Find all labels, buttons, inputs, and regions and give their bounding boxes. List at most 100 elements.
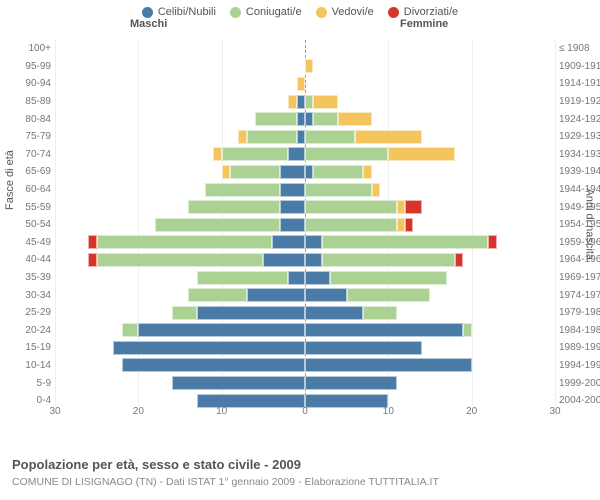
female-bar (305, 253, 463, 267)
birth-year-label: 1924-1928 (559, 114, 600, 125)
bar-segment (97, 235, 272, 249)
bar-pair (55, 165, 555, 179)
bar-pair (55, 358, 555, 372)
female-bar (305, 130, 422, 144)
male-bar (205, 183, 305, 197)
female-bar (305, 271, 447, 285)
bar-pair (55, 95, 555, 109)
male-bar (222, 165, 305, 179)
bar-pair (55, 77, 555, 91)
bar-segment (247, 288, 305, 302)
bar-segment (155, 218, 280, 232)
bar-segment (305, 95, 313, 109)
birth-year-label: 1929-1933 (559, 131, 600, 142)
birth-year-label: 1974-1978 (559, 290, 600, 301)
female-bar (305, 218, 413, 232)
age-label: 10-14 (15, 360, 51, 371)
bar-segment (197, 271, 289, 285)
bar-segment (388, 147, 455, 161)
female-bar (305, 358, 472, 372)
male-bar (88, 235, 305, 249)
age-label: 15-19 (15, 342, 51, 353)
bar-segment (280, 183, 305, 197)
age-label: 75-79 (15, 131, 51, 142)
x-tick-label: 20 (466, 406, 477, 417)
age-row: 75-791929-1933 (55, 128, 555, 146)
bar-segment (305, 306, 363, 320)
birth-year-label: 1994-1998 (559, 360, 600, 371)
bar-segment (247, 130, 297, 144)
age-label: 5-9 (15, 378, 51, 389)
birth-year-label: 1969-1973 (559, 272, 600, 283)
age-label: 55-59 (15, 202, 51, 213)
bar-segment (230, 165, 280, 179)
legend: Celibi/Nubili Coniugati/e Vedovi/e Divorzia… (0, 0, 600, 18)
legend-swatch (388, 7, 399, 18)
bar-pair (55, 376, 555, 390)
age-row: 30-341974-1978 (55, 286, 555, 304)
bar-segment (305, 235, 322, 249)
bar-pair (55, 323, 555, 337)
age-row: 25-291979-1983 (55, 304, 555, 322)
bar-segment (122, 358, 305, 372)
male-bar (172, 306, 305, 320)
bar-segment (288, 147, 305, 161)
female-column-header: Femmine (400, 18, 448, 30)
legend-label: Celibi/Nubili (158, 6, 216, 18)
male-bar (122, 323, 305, 337)
birth-year-label: 1949-1953 (559, 202, 600, 213)
age-label: 35-39 (15, 272, 51, 283)
bar-segment (322, 253, 455, 267)
legend-item: Coniugati/e (230, 6, 302, 18)
bar-rows-container: 100+≤ 190895-991909-191390-941914-191885… (55, 40, 555, 409)
bar-segment (272, 235, 305, 249)
female-bar (305, 147, 455, 161)
bar-segment (330, 271, 447, 285)
male-column-header: Maschi (130, 18, 167, 30)
female-bar (305, 200, 422, 214)
bar-segment (305, 200, 397, 214)
male-bar (197, 271, 305, 285)
bar-segment (222, 165, 230, 179)
bar-segment (305, 165, 313, 179)
bar-segment (113, 341, 305, 355)
age-label: 85-89 (15, 96, 51, 107)
male-bar (188, 288, 305, 302)
age-row: 100+≤ 1908 (55, 40, 555, 58)
male-bar (238, 130, 305, 144)
female-bar (305, 288, 430, 302)
bar-segment (305, 112, 313, 126)
bar-segment (305, 288, 347, 302)
bar-segment (363, 306, 396, 320)
chart-title: Popolazione per età, sesso e stato civil… (12, 457, 301, 472)
bar-pair (55, 183, 555, 197)
legend-swatch (142, 7, 153, 18)
legend-item: Divorziati/e (388, 6, 458, 18)
age-row: 65-691939-1943 (55, 163, 555, 181)
bar-segment (138, 323, 305, 337)
bar-pair (55, 235, 555, 249)
birth-year-label: 1984-1988 (559, 325, 600, 336)
bar-segment (280, 218, 305, 232)
birth-year-label: 1959-1963 (559, 237, 600, 248)
bar-segment (288, 95, 296, 109)
bar-segment (280, 200, 305, 214)
female-bar (305, 323, 472, 337)
pyramid-chart: Celibi/Nubili Coniugati/e Vedovi/e Divorzia… (0, 0, 600, 500)
age-row: 50-541954-1958 (55, 216, 555, 234)
female-bar (305, 95, 338, 109)
birth-year-label: ≤ 1908 (559, 43, 600, 54)
bar-segment (305, 323, 463, 337)
birth-year-label: 1919-1923 (559, 96, 600, 107)
x-axis: 3020100102030 (55, 406, 555, 420)
bar-segment (405, 218, 413, 232)
x-tick-label: 0 (302, 406, 308, 417)
age-row: 20-241984-1988 (55, 322, 555, 340)
legend-item: Vedovi/e (316, 6, 374, 18)
age-row: 5-91999-2003 (55, 374, 555, 392)
age-row: 90-941914-1918 (55, 75, 555, 93)
male-bar (255, 112, 305, 126)
age-label: 100+ (15, 43, 51, 54)
age-label: 80-84 (15, 114, 51, 125)
bar-pair (55, 218, 555, 232)
